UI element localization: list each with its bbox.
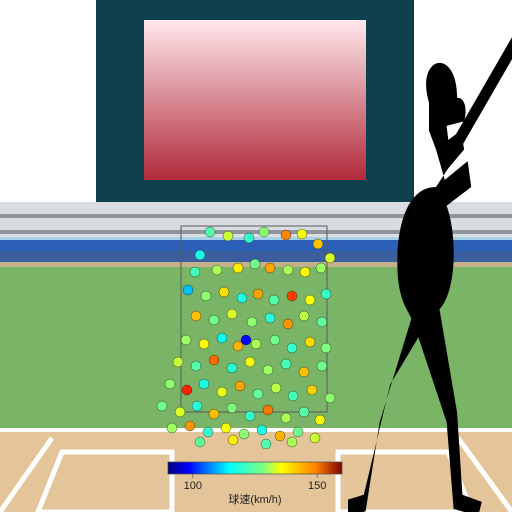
pitch-point: [223, 231, 233, 241]
pitch-point: [167, 423, 177, 433]
pitch-point: [287, 291, 297, 301]
pitch-point: [209, 409, 219, 419]
pitch-point: [310, 433, 320, 443]
pitch-point: [209, 315, 219, 325]
pitch-point: [185, 421, 195, 431]
pitch-point: [247, 317, 257, 327]
pitch-point: [270, 335, 280, 345]
pitch-point: [212, 265, 222, 275]
pitch-point: [165, 379, 175, 389]
pitch-point: [195, 250, 205, 260]
pitch-point: [233, 263, 243, 273]
pitch-point: [283, 265, 293, 275]
pitch-point: [175, 407, 185, 417]
pitch-point: [191, 361, 201, 371]
pitch-point: [203, 427, 213, 437]
pitch-point: [173, 357, 183, 367]
chart-svg: 100 150 球速(km/h): [0, 0, 512, 512]
pitch-point: [227, 403, 237, 413]
pitch-point: [245, 411, 255, 421]
pitch-point: [263, 405, 273, 415]
pitch-point: [305, 295, 315, 305]
pitch-point: [271, 383, 281, 393]
colorbar-tick-label: 100: [184, 480, 202, 492]
pitch-point: [299, 367, 309, 377]
pitch-point: [325, 253, 335, 263]
colorbar-axis-label: 球速(km/h): [228, 492, 281, 506]
pitch-point: [227, 363, 237, 373]
pitch-point: [195, 437, 205, 447]
pitch-point: [293, 427, 303, 437]
pitch-point: [315, 415, 325, 425]
pitch-point: [317, 361, 327, 371]
pitch-point: [217, 387, 227, 397]
pitch-point: [299, 407, 309, 417]
pitch-point: [191, 311, 201, 321]
pitch-point: [199, 339, 209, 349]
pitch-chart-stage: 100 150 球速(km/h): [0, 0, 512, 512]
pitch-point: [245, 357, 255, 367]
pitch-point: [221, 423, 231, 433]
pitch-point: [300, 267, 310, 277]
pitch-point: [257, 425, 267, 435]
pitch-point: [205, 227, 215, 237]
pitch-point: [321, 343, 331, 353]
pitch-point: [316, 263, 326, 273]
pitch-point: [313, 239, 323, 249]
pitch-point: [237, 293, 247, 303]
pitch-point: [244, 233, 254, 243]
pitch-point: [283, 319, 293, 329]
pitch-point: [321, 289, 331, 299]
pitch-point: [287, 437, 297, 447]
pitch-point: [190, 267, 200, 277]
pitch-point: [287, 343, 297, 353]
pitch-point: [192, 401, 202, 411]
pitch-point: [259, 227, 269, 237]
colorbar-tick-label: 150: [308, 480, 326, 492]
pitch-point: [265, 313, 275, 323]
pitch-point: [209, 355, 219, 365]
pitch-point: [227, 309, 237, 319]
pitch-point: [305, 337, 315, 347]
pitch-point: [263, 365, 273, 375]
pitch-point: [241, 335, 251, 345]
pitch-point: [281, 359, 291, 369]
pitch-point: [325, 393, 335, 403]
pitch-point: [253, 389, 263, 399]
pitch-point: [299, 311, 309, 321]
pitch-point: [181, 335, 191, 345]
pitch-point: [157, 401, 167, 411]
pitch-point: [307, 385, 317, 395]
pitch-point: [288, 391, 298, 401]
pitch-point: [265, 263, 275, 273]
pitch-point: [228, 435, 238, 445]
pitch-point: [297, 229, 307, 239]
pitch-point: [250, 259, 260, 269]
pitch-point: [235, 381, 245, 391]
pitch-point: [217, 333, 227, 343]
pitch-point: [199, 379, 209, 389]
pitch-point: [251, 339, 261, 349]
pitch-point: [269, 295, 279, 305]
pitch-point: [239, 429, 249, 439]
pitch-point: [281, 230, 291, 240]
pitch-point: [253, 289, 263, 299]
pitch-point: [317, 317, 327, 327]
pitch-point: [261, 439, 271, 449]
pitch-point: [201, 291, 211, 301]
pitch-point: [183, 285, 193, 295]
pitch-point: [219, 287, 229, 297]
pitch-point: [275, 431, 285, 441]
pitch-point: [281, 413, 291, 423]
pitch-point: [182, 385, 192, 395]
